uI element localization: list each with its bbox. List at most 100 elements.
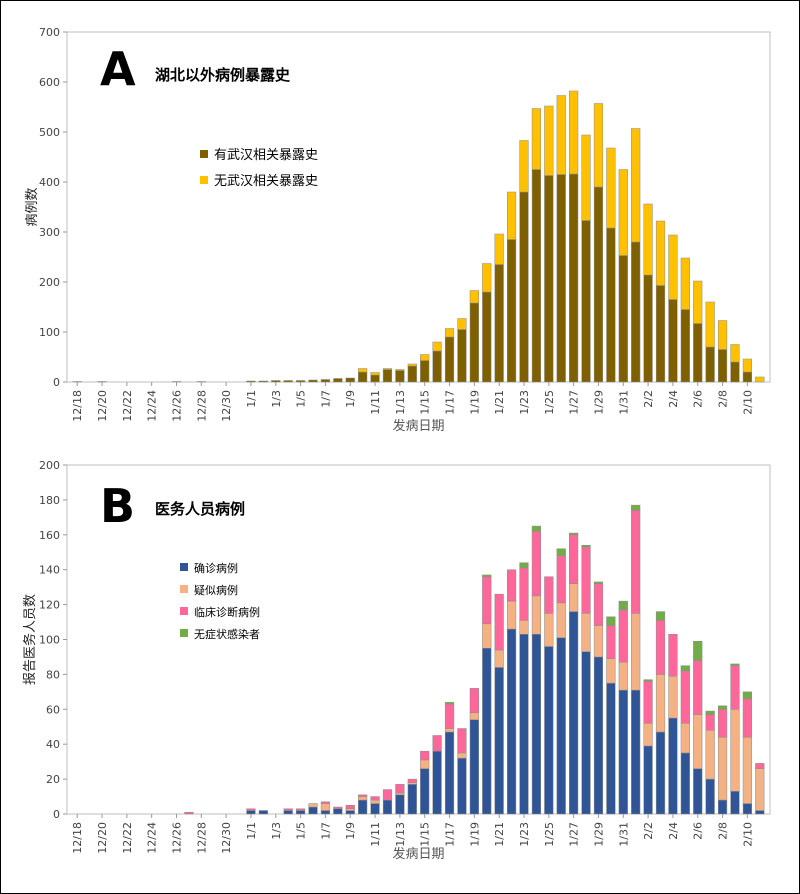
- x-tick-label: 12/24: [146, 822, 159, 854]
- y-axis-label: 报告医务人员数: [22, 594, 38, 685]
- bar-确诊病例-1/9: [345, 810, 355, 815]
- bar-无武汉相关暴露史-1/10: [358, 368, 368, 373]
- bar-疑似病例-1/19: [469, 712, 479, 721]
- bar-临床诊断病例-2/9: [730, 665, 740, 710]
- bar-疑似病例-2/4: [668, 675, 678, 719]
- bar-无武汉相关暴露史-2/11: [755, 376, 765, 383]
- x-tick-label: 12/18: [71, 822, 84, 854]
- bar-有武汉相关暴露史-2/9: [730, 361, 740, 383]
- x-tick-label: 12/28: [195, 390, 208, 422]
- bar-无武汉相关暴露史-2/8: [717, 320, 728, 350]
- bar-无武汉相关暴露史-2/3: [655, 220, 666, 286]
- bar-疑似病例-1/25: [544, 613, 554, 647]
- bar-疑似病例-1/14: [407, 782, 417, 785]
- bar-疑似病例-1/20: [482, 623, 492, 649]
- bar-有武汉相关暴露史-1/25: [544, 175, 554, 383]
- bar-疑似病例-1/23: [519, 620, 529, 635]
- bar-有武汉相关暴露史-1/15: [420, 360, 430, 383]
- x-tick-label: 1/27: [568, 390, 581, 415]
- x-tick-label: 1/21: [493, 390, 506, 415]
- bar-有武汉相关暴露史-2/5: [680, 309, 690, 383]
- bar-临床诊断病例-1/5: [296, 808, 306, 811]
- bar-有武汉相关暴露史-2/3: [655, 285, 666, 383]
- bar-临床诊断病例-1/30: [606, 625, 616, 659]
- bar-有武汉相关暴露史-2/10: [742, 371, 752, 383]
- bar-确诊病例-1/16: [432, 750, 442, 815]
- y-tick-label: 100: [39, 634, 60, 647]
- bar-无武汉相关暴露史-2/1: [631, 128, 641, 243]
- x-tick-label: 1/17: [444, 390, 457, 415]
- bar-无武汉相关暴露史-2/9: [730, 344, 740, 363]
- x-tick-label: 2/2: [642, 390, 655, 408]
- bar-确诊病例-2/1: [631, 689, 641, 815]
- x-tick-label: 1/1: [245, 390, 258, 408]
- bar-疑似病例-2/11: [755, 768, 765, 811]
- y-tick-label: 80: [46, 668, 60, 681]
- bar-有武汉相关暴露史-2/4: [668, 299, 678, 383]
- bar-疑似病例-1/31: [618, 661, 628, 691]
- bar-临床诊断病例-1/4: [283, 808, 293, 811]
- bar-确诊病例-1/31: [618, 689, 628, 815]
- bar-疑似病例-1/17: [444, 728, 455, 733]
- y-tick-label: 20: [46, 773, 60, 786]
- x-axis-label: 发病日期: [392, 846, 444, 862]
- bar-无武汉相关暴露史-1/22: [506, 191, 517, 240]
- legend-label: 临床诊断病例: [194, 605, 260, 619]
- bar-有武汉相关暴露史-1/27: [569, 173, 579, 383]
- y-tick-label: 0: [53, 808, 60, 821]
- bar-有武汉相关暴露史-1/20: [482, 291, 492, 383]
- bar-临床诊断病例-2/6: [693, 660, 703, 715]
- x-tick-label: 1/29: [592, 390, 605, 415]
- x-tick-label: 1/23: [518, 822, 531, 847]
- bar-确诊病例-1/11: [370, 803, 380, 815]
- bar-临床诊断病例-1/20: [482, 576, 492, 625]
- bar-有武汉相关暴露史-1/28: [581, 220, 591, 383]
- x-tick-label: 1/5: [295, 822, 308, 840]
- x-tick-label: 12/18: [71, 390, 84, 422]
- x-tick-label: 2/8: [717, 390, 730, 408]
- bar-有武汉相关暴露史-1/4: [283, 380, 293, 383]
- y-tick-label: 200: [39, 459, 60, 472]
- x-tick-label: 1/31: [617, 390, 630, 415]
- x-tick-label: 1/31: [617, 822, 630, 847]
- bar-无武汉相关暴露史-1/26: [556, 95, 566, 175]
- x-tick-label: 1/9: [344, 822, 357, 840]
- bar-无症状感染者-1/17: [444, 702, 455, 705]
- bar-无症状感染者-1/20: [482, 574, 492, 577]
- bar-有武汉相关暴露史-1/23: [519, 191, 529, 383]
- bar-疑似病例-1/10: [358, 796, 368, 801]
- bar-无武汉相关暴露史-1/11: [370, 372, 380, 376]
- bar-无症状感染者-1/30: [606, 616, 616, 626]
- bar-无症状感染者-2/9: [730, 663, 740, 666]
- x-tick-label: 1/15: [419, 390, 432, 415]
- bar-确诊病例-1/15: [420, 768, 430, 815]
- bar-无武汉相关暴露史-2/2: [643, 203, 653, 276]
- x-tick-label: 2/2: [642, 822, 655, 840]
- bar-无武汉相关暴露史-1/24: [531, 108, 541, 170]
- bar-无症状感染者-2/2: [643, 679, 653, 682]
- bar-确诊病例-1/2: [258, 810, 268, 815]
- y-tick-label: 300: [39, 226, 60, 239]
- x-tick-label: 2/6: [692, 390, 705, 408]
- bar-临床诊断病例-1/12: [382, 789, 393, 801]
- y-tick-label: 400: [39, 176, 60, 189]
- bar-确诊病例-1/13: [395, 794, 405, 815]
- bar-无武汉相关暴露史-1/28: [581, 134, 591, 221]
- bar-无症状感染者-1/26: [556, 548, 566, 556]
- x-tick-label: 12/28: [195, 822, 208, 854]
- bar-无武汉相关暴露史-2/4: [668, 234, 678, 300]
- bar-有武汉相关暴露史-1/19: [469, 302, 479, 383]
- bar-确诊病例-1/18: [457, 757, 467, 815]
- bar-临床诊断病例-1/24: [531, 531, 541, 597]
- plot-area: [66, 31, 771, 383]
- y-tick-label: 0: [53, 376, 60, 389]
- x-tick-label: 1/13: [394, 390, 407, 415]
- x-tick-label: 2/6: [692, 822, 705, 840]
- bar-确诊病例-2/11: [755, 810, 765, 815]
- x-tick-label: 1/19: [468, 390, 481, 415]
- bar-确诊病例-1/7: [320, 810, 331, 815]
- y-tick-label: 160: [39, 529, 60, 542]
- bar-临床诊断病例-1/7: [320, 801, 331, 804]
- bar-临床诊断病例-1/15: [420, 750, 430, 761]
